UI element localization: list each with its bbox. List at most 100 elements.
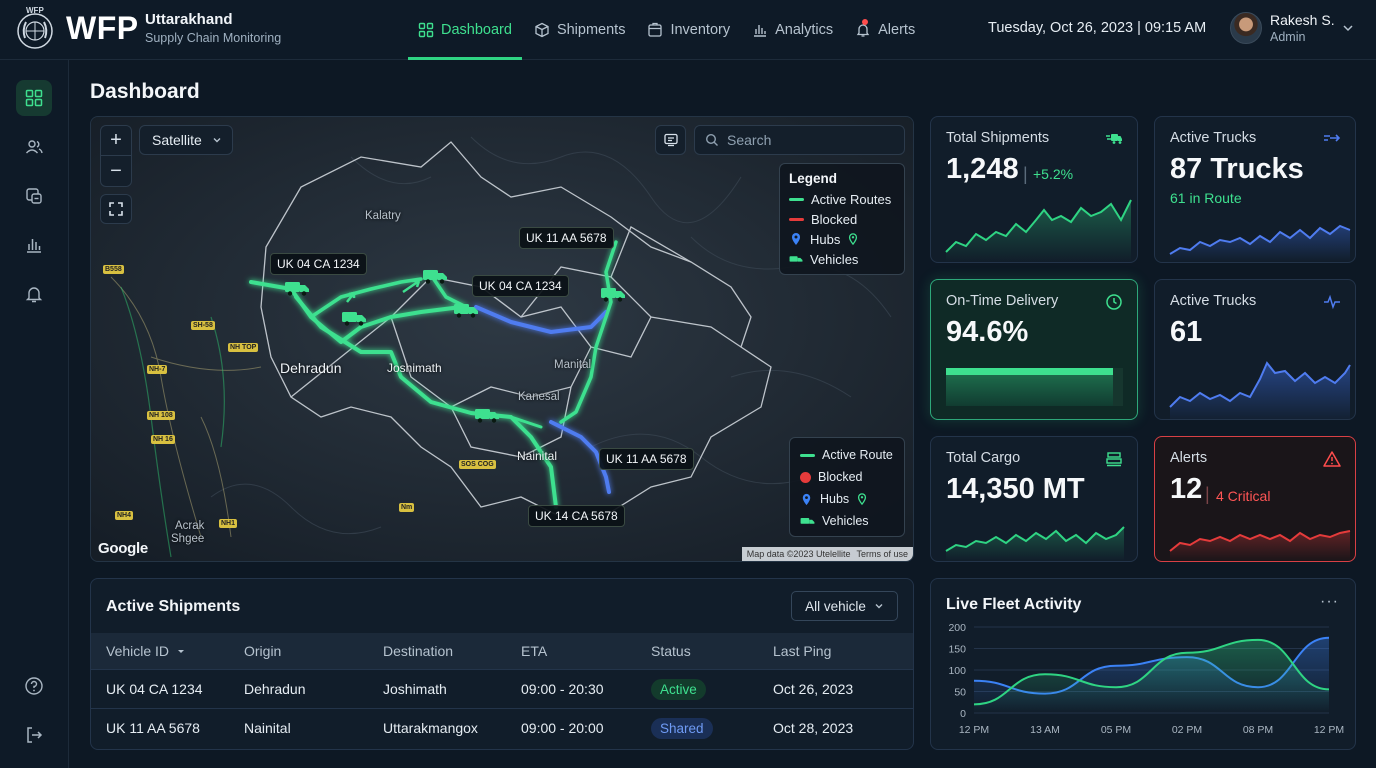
- y-tick-label: 150: [948, 644, 966, 656]
- clock-icon: [1106, 294, 1122, 310]
- chevron-down-icon: [875, 604, 883, 609]
- x-tick-label: 12 PM: [1314, 724, 1344, 736]
- sparkline-chart: [945, 199, 1132, 262]
- x-tick-label: 12 PM: [959, 724, 989, 736]
- truck-label[interactable]: UK 11 AA 5678: [519, 227, 614, 249]
- nav-alerts[interactable]: Alerts: [845, 0, 925, 60]
- nav-shipments[interactable]: Shipments: [524, 0, 636, 60]
- box-icon: [535, 22, 549, 38]
- map-legend: Legend Active Routes Blocked Hubs Vehicl…: [779, 163, 905, 275]
- sidebar-item-help[interactable]: [16, 668, 52, 704]
- status-badge: Active: [651, 678, 706, 700]
- sidebar-item-users[interactable]: [16, 129, 52, 165]
- app-subtitle: Supply Chain Monitoring: [145, 31, 282, 45]
- arrow-icon: [346, 291, 356, 303]
- user-name[interactable]: Rakesh S.: [1270, 12, 1335, 28]
- fullscreen-button[interactable]: [100, 194, 132, 224]
- map-search-input[interactable]: Search: [694, 125, 905, 155]
- legend-label: Vehicles: [822, 514, 869, 528]
- chevron-down-icon: [213, 138, 221, 143]
- table-row[interactable]: UK 11 AA 5678 Nainital Uttarakmangox 09:…: [91, 708, 913, 747]
- app-title: Uttarakhand: [145, 11, 233, 28]
- avatar[interactable]: [1230, 12, 1262, 44]
- column-header-status[interactable]: Status: [651, 643, 691, 659]
- card-label: Active Trucks: [1170, 293, 1257, 309]
- truck-icon[interactable]: [600, 285, 626, 303]
- truck-icon[interactable]: [453, 301, 479, 319]
- road-badge: SOS COG: [459, 460, 496, 469]
- column-header-eta[interactable]: ETA: [521, 643, 548, 659]
- column-header-last-ping[interactable]: Last Ping: [773, 643, 832, 659]
- road-badge: B558: [103, 265, 124, 274]
- truck-label[interactable]: UK 04 CA 1234: [270, 253, 367, 275]
- legend-label: Blocked: [811, 211, 858, 227]
- sidebar-item-shipments[interactable]: [16, 178, 52, 214]
- truck-label[interactable]: UK 14 CA 5678: [528, 505, 625, 527]
- pin-outline-icon: [849, 233, 858, 245]
- nav-inventory[interactable]: Inventory: [637, 0, 740, 60]
- analytics-icon: [27, 239, 41, 253]
- alerts-card[interactable]: Alerts 12 | 4 Critical: [1154, 436, 1356, 562]
- total-cargo-card[interactable]: Total Cargo 14,350 MT: [930, 436, 1138, 562]
- card-subtext: 61 in Route: [1170, 190, 1242, 206]
- truck-label[interactable]: UK 04 CA 1234: [472, 275, 569, 297]
- attribution-text: Map data ©2023 Utelellite: [746, 549, 851, 559]
- active-trucks-route-card[interactable]: Active Trucks 61: [1154, 279, 1356, 420]
- sidebar-item-logout[interactable]: [16, 717, 52, 753]
- sidebar-item-alerts[interactable]: [16, 276, 52, 312]
- nav-label: Shipments: [556, 22, 626, 38]
- column-header-destination[interactable]: Destination: [383, 643, 454, 659]
- total-shipments-card[interactable]: Total Shipments 1,248 | +5.2%: [930, 116, 1138, 263]
- vehicle-id: UK 11 AA 5678: [106, 720, 200, 736]
- last-ping: Oct 26, 2023: [773, 681, 854, 697]
- legend-item: Hubs: [789, 229, 895, 249]
- card-value: 94.6%: [946, 316, 1029, 348]
- truck-icon: [800, 517, 815, 524]
- column-header-vehicle[interactable]: Vehicle ID: [106, 633, 187, 669]
- cargo-icon: [1106, 452, 1122, 467]
- nav-analytics[interactable]: Analytics: [742, 0, 843, 60]
- y-tick-label: 200: [948, 622, 966, 634]
- truck-icon[interactable]: [422, 267, 448, 285]
- chevron-down-icon[interactable]: [1342, 22, 1354, 34]
- terrain-map[interactable]: [91, 117, 914, 562]
- legend-item: Hubs: [800, 488, 894, 510]
- layers-button[interactable]: [655, 125, 686, 155]
- brand-name[interactable]: WFP: [66, 10, 139, 46]
- truck-move-icon: [1324, 134, 1341, 142]
- truck-icon[interactable]: [474, 406, 500, 424]
- table-header: Vehicle ID Origin Destination ETA Status…: [91, 633, 913, 669]
- map-type-select[interactable]: Satellite: [139, 125, 233, 155]
- city-label: Manital: [554, 359, 592, 371]
- grid-icon: [418, 22, 434, 38]
- vehicle-filter-select[interactable]: All vehicle: [791, 591, 898, 621]
- nav-dashboard[interactable]: Dashboard: [408, 0, 522, 60]
- sort-down-icon: [178, 650, 185, 653]
- city-label: Joshimath: [387, 361, 442, 375]
- line-swatch: [789, 217, 804, 221]
- zoom-in-button[interactable]: +: [101, 126, 131, 156]
- truck-icon[interactable]: [284, 279, 310, 297]
- table-row[interactable]: UK 04 CA 1234 Dehradun Joshimath 09:00 -…: [91, 669, 913, 708]
- more-menu-icon[interactable]: ···: [1320, 593, 1339, 610]
- users-icon: [25, 140, 43, 154]
- column-header-origin[interactable]: Origin: [244, 643, 282, 659]
- pin-icon: [792, 233, 800, 245]
- sidebar-item-analytics[interactable]: [16, 227, 52, 263]
- destination: Uttarakmangox: [383, 720, 478, 736]
- inventory-icon: [648, 22, 663, 37]
- terms-link[interactable]: Terms of use: [856, 549, 908, 559]
- road-badge: NH 16: [151, 435, 175, 444]
- origin: Nainital: [244, 720, 291, 736]
- legend-item: Vehicles: [789, 249, 895, 269]
- active-trucks-card[interactable]: Active Trucks 87 Trucks 61 in Route: [1154, 116, 1356, 263]
- zoom-out-button[interactable]: −: [110, 159, 122, 182]
- city-label: Nainital: [517, 449, 558, 463]
- card-value: 61: [1170, 316, 1203, 348]
- panel-title: Active Shipments: [106, 598, 241, 615]
- truck-icon[interactable]: [341, 309, 367, 327]
- route-map[interactable]: B558 SH-58 NH-7 NH TOP NH 108 NH 16 SOS …: [90, 116, 914, 562]
- on-time-delivery-card[interactable]: On-Time Delivery 94.6%: [930, 279, 1138, 420]
- sidebar-item-dashboard[interactable]: [16, 80, 52, 116]
- truck-label[interactable]: UK 11 AA 5678: [599, 448, 694, 470]
